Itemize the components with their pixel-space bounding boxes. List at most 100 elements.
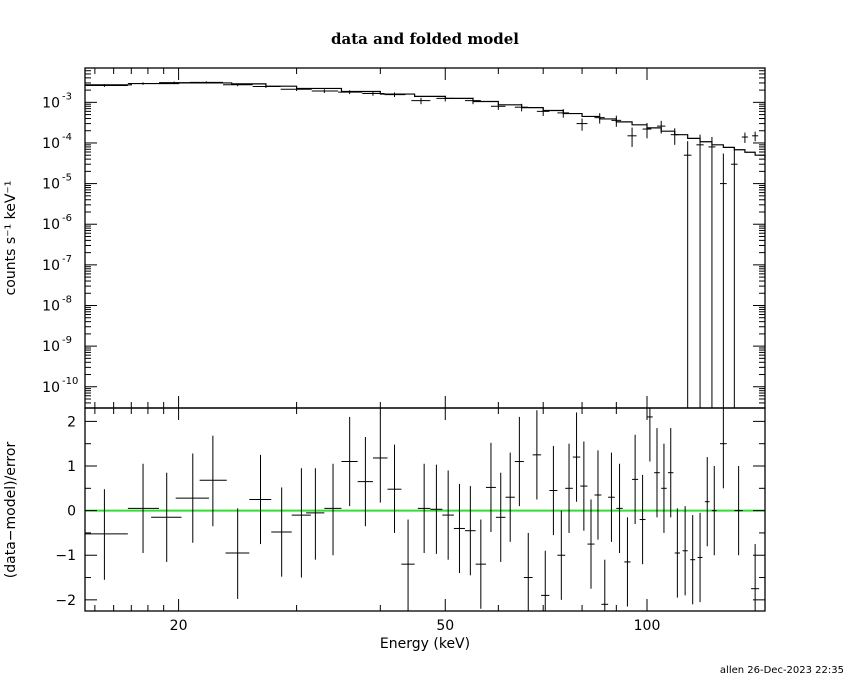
data-point bbox=[696, 134, 704, 408]
residual-point bbox=[271, 487, 292, 577]
residual-points bbox=[85, 408, 760, 611]
residual-point bbox=[674, 508, 680, 598]
data-point bbox=[159, 81, 191, 84]
model-line bbox=[85, 82, 766, 158]
residual-point bbox=[711, 466, 717, 556]
data-point bbox=[311, 89, 339, 93]
y-tick-label: 10 bbox=[42, 136, 60, 152]
residual-point bbox=[572, 412, 581, 502]
data-point bbox=[338, 90, 363, 95]
data-point bbox=[594, 113, 605, 124]
data-point bbox=[85, 84, 128, 87]
data-point bbox=[741, 132, 749, 143]
residual-point bbox=[668, 428, 674, 518]
residual-point bbox=[199, 435, 227, 527]
residual-point bbox=[505, 452, 515, 542]
residual-point bbox=[601, 559, 609, 611]
data-point bbox=[362, 91, 385, 96]
y-tick-label: 10 bbox=[42, 258, 60, 274]
residual-point bbox=[704, 457, 710, 547]
data-point bbox=[657, 120, 666, 134]
y-tick-label: 10 bbox=[42, 298, 60, 314]
data-point bbox=[127, 82, 160, 85]
residual-point bbox=[654, 428, 660, 518]
residual-point bbox=[661, 443, 667, 533]
residual-point bbox=[523, 532, 533, 611]
y-tick-exponent: -5 bbox=[62, 173, 72, 184]
residual-point bbox=[151, 472, 182, 562]
residual-point bbox=[249, 454, 272, 545]
residual-point bbox=[624, 517, 631, 607]
data-point bbox=[514, 103, 529, 112]
residual-point bbox=[646, 408, 653, 462]
data-point bbox=[719, 153, 727, 408]
data-point bbox=[557, 109, 570, 118]
residual-point bbox=[751, 544, 760, 611]
data-point bbox=[252, 85, 281, 89]
residual-point bbox=[632, 434, 639, 524]
residual-point bbox=[175, 453, 209, 543]
y-tick-label: −2 bbox=[55, 593, 76, 609]
x-tick-label: 20 bbox=[170, 618, 188, 634]
y-tick-label: 10 bbox=[42, 339, 60, 355]
upper-frame bbox=[84, 67, 766, 409]
y-tick-exponent: -3 bbox=[62, 91, 72, 102]
residual-point bbox=[690, 515, 696, 605]
data-point bbox=[223, 83, 253, 87]
y-tick-label: 10 bbox=[42, 217, 60, 233]
residual-point bbox=[697, 512, 703, 603]
data-point bbox=[752, 131, 759, 142]
chart-title: data and folded model bbox=[331, 30, 519, 48]
data-point bbox=[611, 115, 622, 127]
y-tick-exponent: -7 bbox=[62, 254, 72, 265]
lower-panel: −2 −1 0 1 2 20 50 100 (data−model)/error Energy… bbox=[3, 407, 766, 652]
residual-point bbox=[372, 413, 388, 503]
residual-point bbox=[357, 437, 373, 527]
data-point bbox=[683, 141, 692, 408]
y-tick-label: 10 bbox=[42, 177, 60, 193]
y-tick-exponent: -8 bbox=[62, 294, 72, 305]
residual-point bbox=[225, 508, 250, 599]
upper-y-axis-label: counts s⁻¹ keV⁻¹ bbox=[3, 181, 19, 296]
data-point bbox=[436, 95, 454, 102]
residual-point bbox=[608, 452, 615, 542]
residual-point bbox=[549, 445, 558, 536]
residual-point bbox=[387, 444, 402, 533]
data-point bbox=[627, 127, 637, 147]
x-tick-label: 100 bbox=[634, 618, 661, 634]
residual-point bbox=[639, 474, 646, 565]
residual-point bbox=[291, 468, 311, 578]
data-point bbox=[490, 103, 506, 110]
lower-y-axis-label: (data−model)/error bbox=[3, 442, 19, 579]
residual-point bbox=[682, 506, 688, 596]
footer-stamp: allen 26-Dec-2023 22:35 bbox=[719, 665, 844, 676]
y-tick-label: 0 bbox=[67, 504, 76, 520]
residual-point bbox=[594, 450, 602, 540]
data-point bbox=[708, 137, 716, 408]
data-point bbox=[280, 87, 312, 92]
residual-point bbox=[616, 463, 623, 553]
y-tick-label: 2 bbox=[67, 414, 76, 430]
data-point bbox=[731, 148, 738, 408]
residual-point bbox=[719, 408, 727, 489]
residual-point bbox=[587, 499, 595, 589]
residual-point bbox=[430, 464, 443, 554]
residual-point bbox=[475, 519, 486, 609]
data-points bbox=[85, 81, 759, 408]
data-point bbox=[464, 97, 481, 105]
x-axis-label: Energy (keV) bbox=[380, 636, 470, 652]
residual-point bbox=[442, 470, 454, 560]
residual-point bbox=[453, 483, 465, 574]
y-tick-label: 10 bbox=[42, 95, 60, 111]
y-tick-label: 1 bbox=[67, 459, 76, 475]
model-step-line bbox=[85, 82, 766, 158]
residual-point bbox=[127, 463, 160, 553]
residual-point bbox=[485, 442, 496, 533]
data-point bbox=[536, 107, 550, 117]
data-point bbox=[642, 123, 652, 139]
y-tick-exponent: -4 bbox=[62, 132, 72, 143]
y-tick-exponent: -9 bbox=[62, 335, 72, 346]
